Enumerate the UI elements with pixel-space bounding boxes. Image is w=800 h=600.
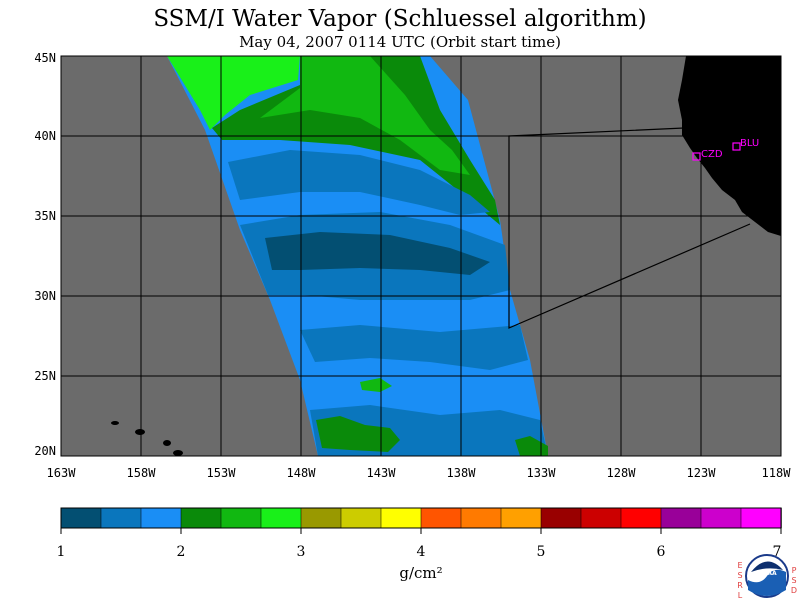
logo-left-letter-2: S [737, 571, 742, 580]
logo-right-letter-3: D [791, 586, 797, 595]
logo-right-letter-2: S [791, 576, 796, 585]
colorbar-ticks: 1 2 3 4 5 6 7 [57, 528, 782, 560]
lat-label-45n: 45N [34, 51, 56, 65]
station-blu-marker [732, 142, 741, 151]
logo-left-letter-3: R [737, 581, 743, 590]
swath-green-south [316, 416, 400, 452]
colorbar-swatch [260, 507, 302, 529]
logo-right-letter-1: P [792, 566, 797, 575]
logo-left-letter-1: E [737, 561, 742, 570]
lon-label-158w: 158W [127, 466, 157, 480]
colorbar-unit: g/cm² [399, 564, 442, 582]
lon-label-128w: 128W [607, 466, 637, 480]
colorbar-swatch [100, 507, 142, 529]
colorbar-swatch [540, 507, 582, 529]
colorbar-tick-label: 6 [657, 544, 666, 560]
lon-label-138w: 138W [447, 466, 477, 480]
noaa-logo: E S R L P S D NOAA [737, 554, 797, 600]
noaa-seal-text: NOAA [757, 570, 777, 577]
colorbar-tick-label: 7 [773, 544, 782, 560]
noaa-seal-wave [748, 569, 786, 596]
colorbar-swatch [580, 507, 622, 529]
swath-mid-blue-3 [300, 325, 528, 370]
colorbar-swatch [300, 507, 342, 529]
colorbar-swatch [140, 507, 182, 529]
north-america-land [678, 56, 781, 236]
hawaiian-islands [111, 421, 183, 456]
logo-left-letter-4: L [738, 591, 743, 600]
lat-label-30n: 30N [34, 289, 56, 303]
colorbar [60, 507, 782, 529]
colorbar-tick-label: 5 [537, 544, 546, 560]
colorbar-swatch [180, 507, 222, 529]
map-subtitle: May 04, 2007 0114 UTC (Orbit start time) [239, 33, 561, 51]
station-czd-marker [692, 152, 701, 161]
boundary-lines [508, 127, 751, 329]
colorbar-swatch [380, 507, 422, 529]
colorbar-swatch [420, 507, 462, 529]
graticule [61, 56, 781, 456]
colorbar-swatch [460, 507, 502, 529]
lon-labels: 163W 158W 153W 148W 143W 138W 133W 128W … [47, 466, 792, 480]
swath-green-north [167, 56, 300, 130]
swath-green-mid [212, 56, 500, 225]
colorbar-swatch [60, 507, 102, 529]
swath-green-south-2 [515, 436, 548, 456]
lat-label-35n: 35N [34, 209, 56, 223]
colorbar-swatch [340, 507, 382, 529]
lat-labels: 45N 40N 35N 30N 25N 20N [34, 51, 56, 458]
lat-label-40n: 40N [34, 129, 56, 143]
colorbar-swatch [700, 507, 742, 529]
colorbar-tick-label: 3 [297, 544, 306, 560]
lon-label-133w: 133W [527, 466, 557, 480]
swath-green-band [260, 56, 470, 175]
map-title: SSM/I Water Vapor (Schluessel algorithm) [153, 6, 647, 32]
colorbar-tick-label: 2 [177, 544, 186, 560]
noaa-seal-bird [751, 561, 783, 572]
colorbar-tick-label: 1 [57, 544, 66, 560]
swath-mid-blue-1 [228, 150, 490, 215]
lon-label-118w: 118W [762, 466, 792, 480]
colorbar-tick-label: 4 [417, 544, 426, 560]
lat-label-20n: 20N [34, 444, 56, 458]
colorbar-swatch [220, 507, 262, 529]
colorbar-swatch [620, 507, 662, 529]
plot-frame [60, 55, 782, 457]
lon-label-143w: 143W [367, 466, 397, 480]
colorbar-swatch [740, 507, 782, 529]
lat-label-25n: 25N [34, 369, 56, 383]
colorbar-swatch [660, 507, 702, 529]
lon-label-153w: 153W [207, 466, 237, 480]
lon-label-163w: 163W [47, 466, 77, 480]
lon-label-123w: 123W [687, 466, 717, 480]
swath-dark-blue [265, 232, 490, 275]
lon-label-148w: 148W [287, 466, 317, 480]
station-blu-label: BLU [740, 138, 759, 149]
swath-green-patch [360, 378, 392, 392]
colorbar-swatch [500, 507, 542, 529]
station-markers: CZD BLU [692, 138, 759, 161]
station-czd-label: CZD [701, 149, 723, 160]
